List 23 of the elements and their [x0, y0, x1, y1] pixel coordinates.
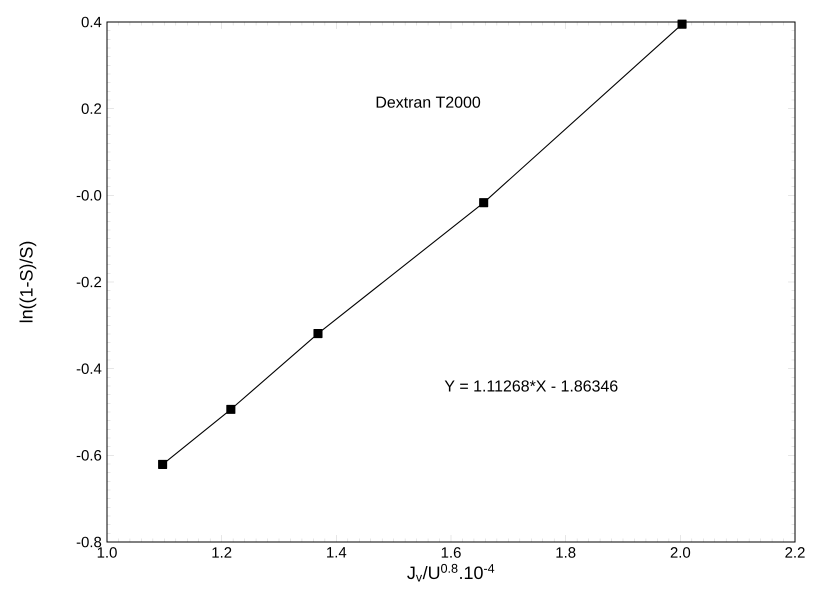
point [678, 20, 687, 29]
point [226, 404, 236, 414]
x-tick-label: 2.0 [670, 547, 690, 558]
point [313, 329, 323, 338]
x-tick-label: 1.6 [442, 547, 461, 558]
x-tick-label: 1.2 [212, 547, 232, 558]
y-tick-label: -0.6 [76, 450, 102, 461]
y-tick-label: -0.8 [76, 536, 102, 548]
x-tick-label: 2.2 [785, 547, 805, 558]
y-tick-label: -0.0 [76, 190, 102, 201]
x-axis-title: J$_{v}$/U$^{0.8}$.10$^{-4}$ [407, 564, 494, 582]
y-tick-label: 0.4 [82, 16, 102, 28]
annotation: Y = 1.11268*X - 1.86346 [444, 380, 618, 392]
point [479, 198, 488, 208]
y-tick-label: -0.2 [76, 276, 102, 288]
x-tick-label: 1.0 [98, 547, 117, 558]
y-tick-label: -0.4 [76, 363, 102, 374]
y-tick-label: 0.2 [82, 103, 102, 114]
y-axis-title: ln((1-S)/S) [20, 242, 36, 322]
point [158, 460, 168, 469]
x-tick-label: 1.8 [556, 547, 576, 558]
annotation: Dextran T2000 [376, 96, 480, 108]
x-tick-label: 1.4 [327, 547, 346, 558]
